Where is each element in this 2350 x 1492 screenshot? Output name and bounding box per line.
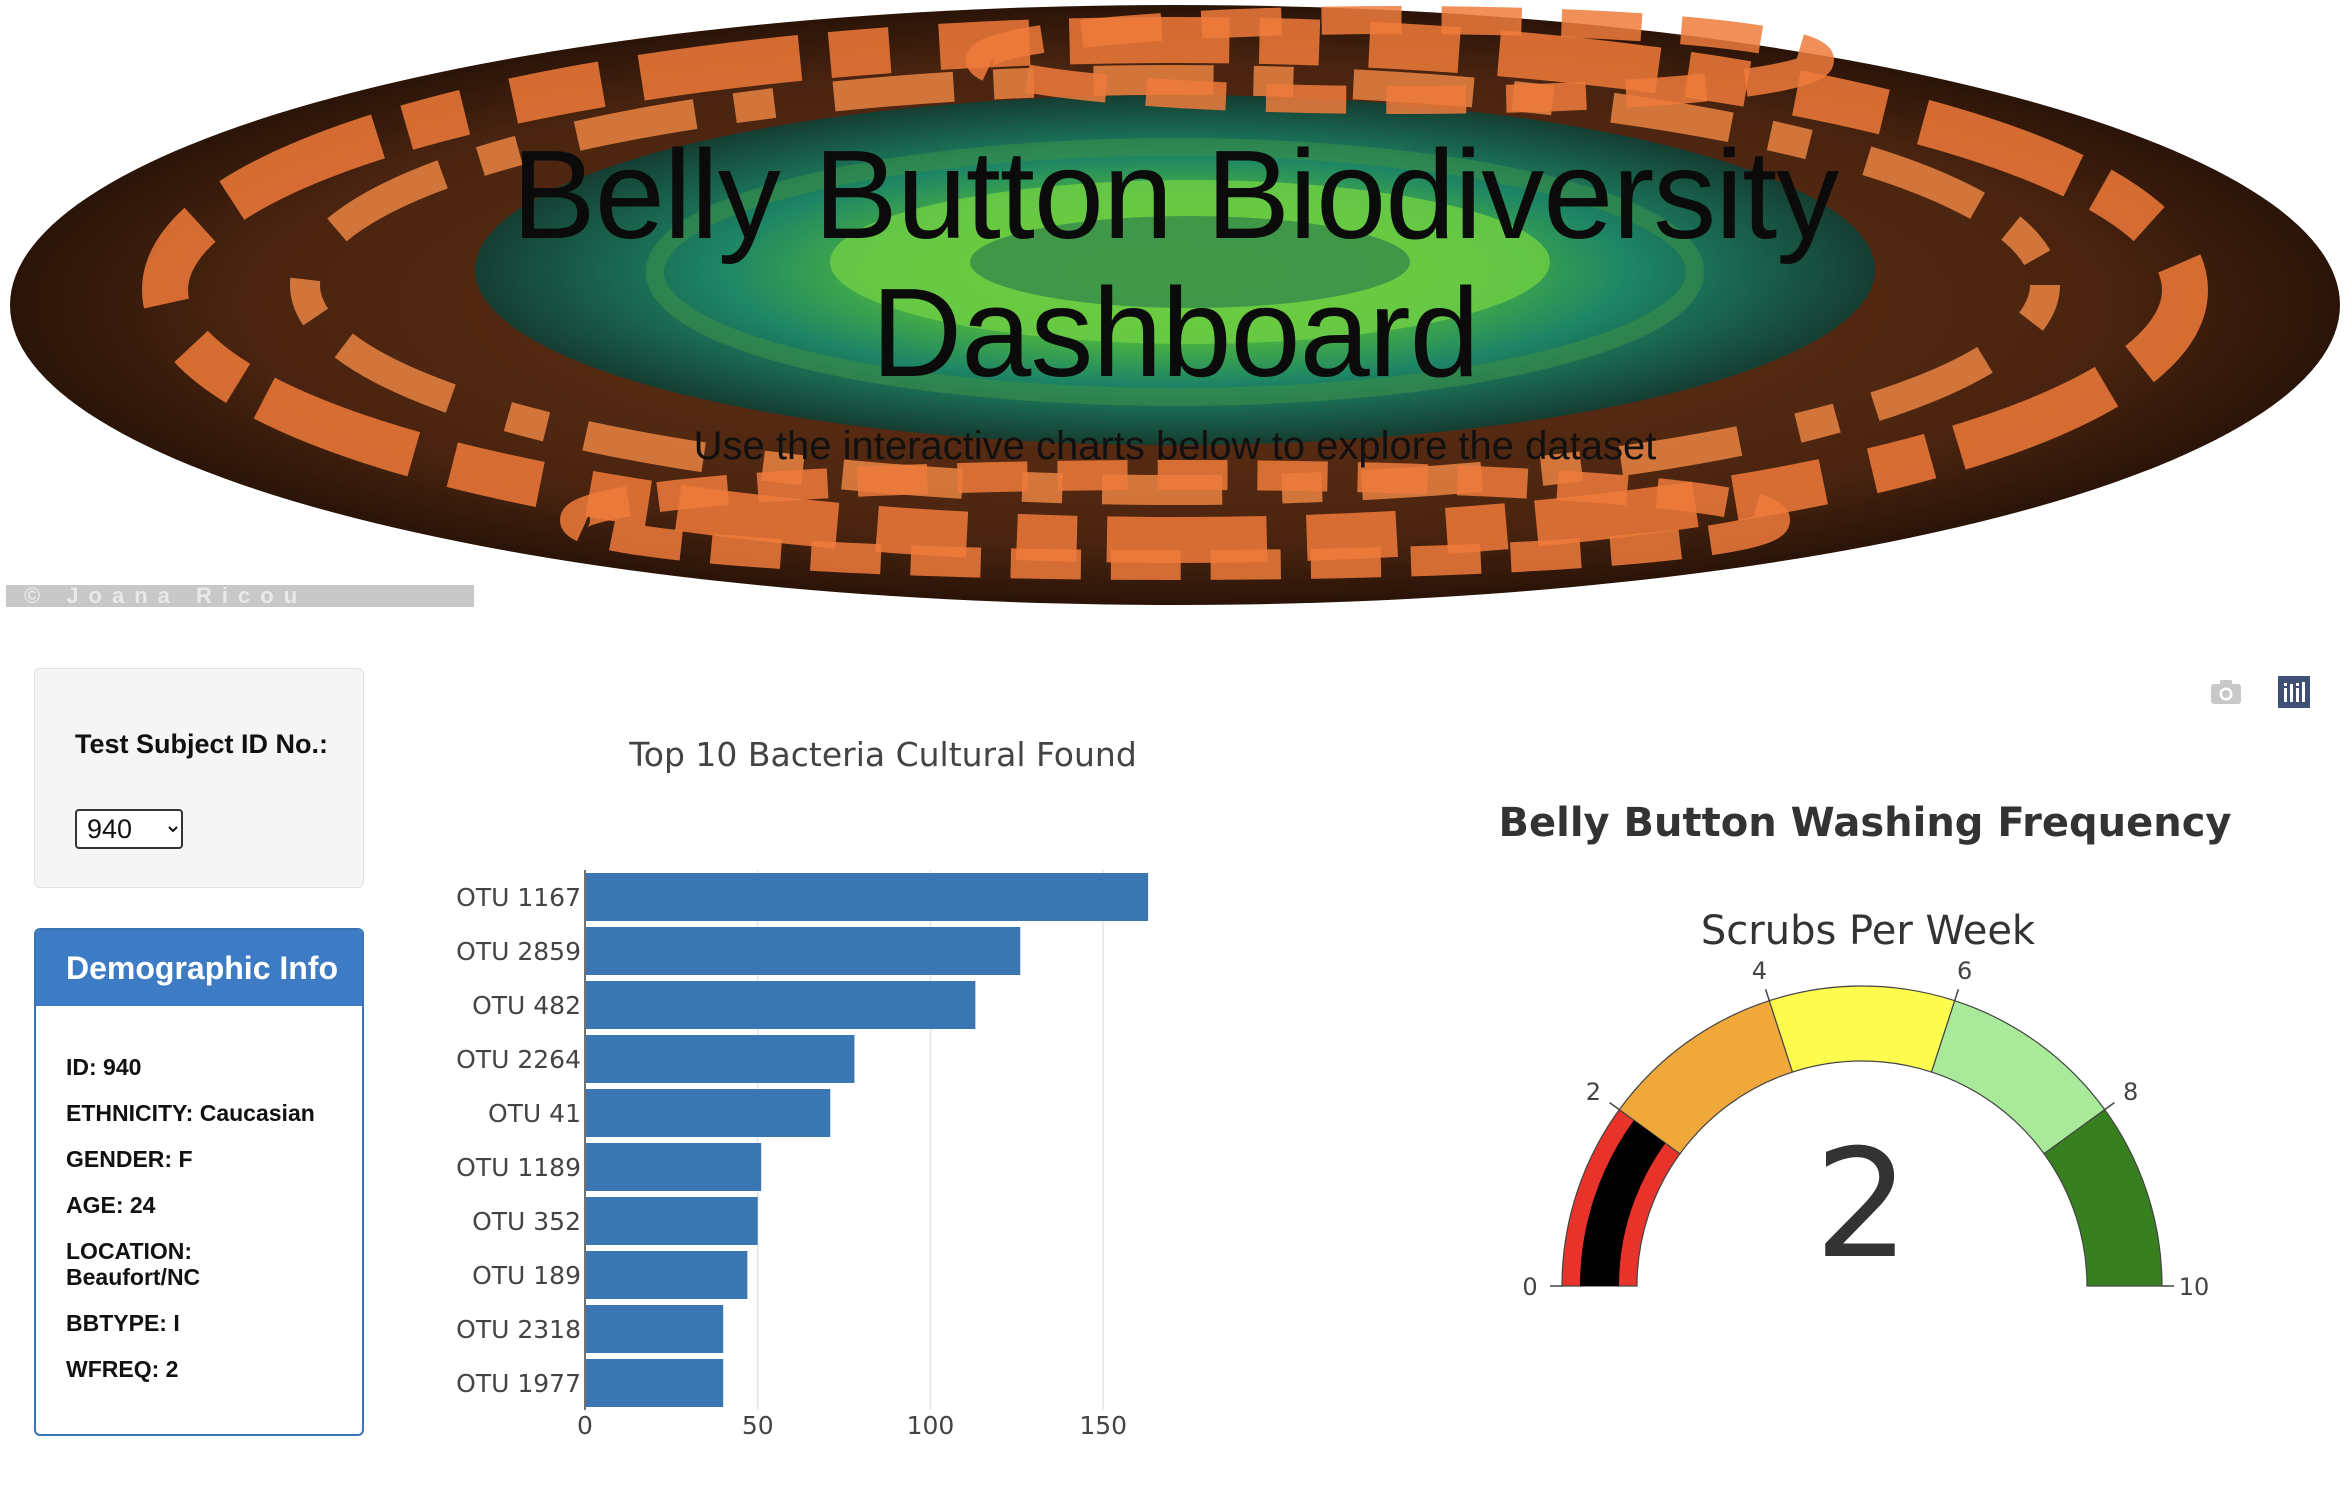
gauge-tick-label: 6 <box>1957 957 1972 985</box>
gauge-ticks: 0 2 4 6 8 10 <box>1522 957 2209 1301</box>
bar-y-tick-label: OTU 2859 <box>456 937 581 966</box>
bar-y-tick-label: OTU 1977 <box>456 1369 581 1398</box>
plotly-logo-icon[interactable] <box>2274 672 2314 712</box>
subject-selector-label: Test Subject ID No.: <box>75 729 329 759</box>
gauge-title: Belly Button Washing Frequency <box>1499 800 2232 846</box>
bar[interactable] <box>586 1143 762 1191</box>
demo-location: LOCATION: Beaufort/NC <box>66 1238 201 1290</box>
gauge-step <box>1768 985 1956 1073</box>
gauge-tick-label: 10 <box>2179 1273 2210 1301</box>
bar[interactable] <box>586 873 1149 921</box>
gauge-tick-label: 2 <box>1586 1078 1601 1106</box>
bar-chart-bars <box>586 873 1149 1407</box>
demo-id: ID: 940 <box>66 1054 142 1080</box>
gauge-tick <box>1764 989 1771 1001</box>
bar-y-tick-label: OTU 2264 <box>456 1045 581 1074</box>
bar-x-tick-label: 0 <box>577 1411 593 1440</box>
bar[interactable] <box>586 927 1021 975</box>
bar[interactable] <box>586 1035 855 1083</box>
gauge-tick-label: 0 <box>1522 1273 1537 1301</box>
bar[interactable] <box>586 1089 831 1137</box>
page-title-line1: Belly Button Biodiversity <box>511 124 1840 265</box>
gauge-value: 2 <box>1814 1118 1909 1292</box>
subject-selector-panel: Test Subject ID No.: 940 <box>34 668 364 888</box>
petri-dish-image <box>10 5 2340 605</box>
bar-chart-x-labels: 0 50 100 150 <box>577 1411 1127 1440</box>
gauge-subtitle: Scrubs Per Week <box>1701 908 2036 954</box>
bar-y-tick-label: OTU 2318 <box>456 1315 581 1344</box>
bar-y-tick-label: OTU 189 <box>472 1261 581 1290</box>
page-subtitle: Use the interactive charts below to expl… <box>693 424 1657 468</box>
demo-age: AGE: 24 <box>66 1192 156 1218</box>
demographic-info-panel: Demographic Info ID: 940 ETHNICITY: Cauc… <box>34 928 364 1436</box>
gauge-tick-label: 4 <box>1752 957 1767 985</box>
top10-bar-chart: Top 10 Bacteria Cultural Found OTU 1167O… <box>456 735 1149 1440</box>
hero-banner: Belly Button Biodiversity Dashboard Use … <box>0 0 2350 612</box>
bar[interactable] <box>586 1305 724 1353</box>
gauge-tick <box>1953 989 1960 1001</box>
camera-icon[interactable] <box>2206 672 2246 712</box>
gauge-tick-label: 8 <box>2123 1078 2138 1106</box>
demo-bbtype: BBTYPE: I <box>66 1310 180 1336</box>
demo-ethnicity: ETHNICITY: Caucasian <box>66 1100 315 1126</box>
wash-frequency-gauge: Belly Button Washing Frequency Scrubs Pe… <box>1499 800 2232 1301</box>
demographic-info-header: Demographic Info <box>36 930 362 1006</box>
bar-y-tick-label: OTU 482 <box>472 991 581 1020</box>
bar[interactable] <box>586 981 976 1029</box>
bar-chart-y-labels: OTU 1167 OTU 2859 OTU 482 OTU 2264 OTU 41 OTU… <box>456 883 581 1398</box>
bar-x-tick-label: 50 <box>742 1411 774 1440</box>
gauge-bar <box>1580 1120 1666 1286</box>
gauge-value-bar <box>1580 1120 1666 1286</box>
gauge-tick <box>1609 1102 1620 1111</box>
demographic-info-body: ID: 940 ETHNICITY: Caucasian GENDER: F A… <box>36 1006 362 1382</box>
demo-gender: GENDER: F <box>66 1146 193 1172</box>
page-title: Belly Button Biodiversity Dashboard <box>380 126 1970 402</box>
bar-x-tick-label: 150 <box>1079 1411 1127 1440</box>
bar[interactable] <box>586 1197 758 1245</box>
bar[interactable] <box>586 1251 748 1299</box>
bar-y-tick-label: OTU 352 <box>472 1207 581 1236</box>
image-credit: © Joana Ricou <box>6 585 474 607</box>
bar-y-tick-label: OTU 1167 <box>456 883 581 912</box>
bar-y-tick-label: OTU 41 <box>488 1099 581 1128</box>
gauge-tick <box>2104 1102 2115 1111</box>
bar-chart-title: Top 10 Bacteria Cultural Found <box>628 735 1137 774</box>
page-title-line2: Dashboard <box>871 262 1479 403</box>
bar-x-tick-label: 100 <box>907 1411 955 1440</box>
subject-id-select[interactable]: 940 <box>75 809 183 849</box>
bar[interactable] <box>586 1359 724 1407</box>
demo-wfreq: WFREQ: 2 <box>66 1356 179 1382</box>
bar-y-tick-label: OTU 1189 <box>456 1153 581 1182</box>
